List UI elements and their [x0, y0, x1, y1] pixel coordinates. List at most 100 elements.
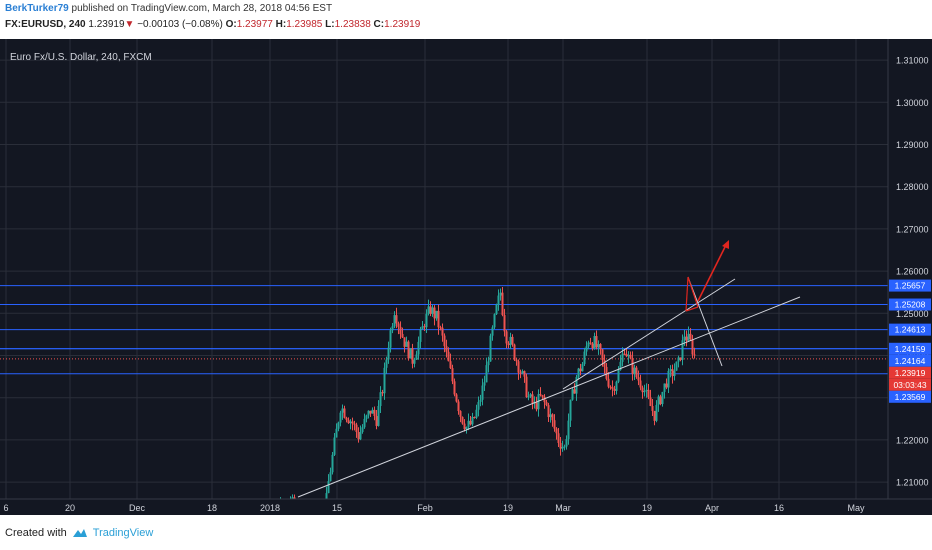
candle-body [679, 357, 682, 360]
price-chart[interactable]: 1.31000 1.30000 1.29000 1.28000 1.27000 1.260… [0, 39, 932, 515]
candle-body [669, 369, 672, 371]
y-tick-label: 1.27000 [896, 224, 929, 234]
candle-body [371, 409, 374, 414]
candle-body [527, 396, 530, 398]
candle-body [421, 326, 424, 330]
candle-body [401, 334, 404, 338]
candle-body [433, 307, 436, 319]
candle-body [675, 361, 678, 371]
candle-body [673, 370, 676, 377]
symbol-label: FX:EURUSD, 240 [5, 19, 86, 30]
candle-body [513, 344, 516, 360]
time-axis[interactable] [0, 499, 932, 515]
price-label-text: 1.23569 [895, 392, 926, 402]
candle-body [373, 409, 376, 417]
candle-body [529, 394, 532, 397]
candle-body [687, 333, 690, 341]
candle-body [659, 396, 662, 405]
candle-body [449, 361, 452, 369]
candle-body [435, 310, 438, 319]
candle-body [337, 422, 340, 429]
candle-body [597, 344, 600, 348]
candle-body [689, 333, 692, 340]
y-tick-label: 1.26000 [896, 267, 929, 277]
candle-body [347, 419, 350, 424]
candle-body [643, 390, 646, 393]
candle-body [551, 414, 554, 421]
candle-body [417, 341, 420, 355]
candle-body [559, 442, 562, 449]
candle-body [473, 416, 476, 418]
candle-body [447, 351, 450, 362]
candle-body [691, 339, 694, 355]
symbol-line: FX:EURUSD, 240 1.23919▼ −0.00103 (−0.08%… [5, 19, 420, 30]
candle-body [503, 315, 506, 332]
price-label-box [889, 323, 931, 336]
created-with-text: Created with [5, 527, 67, 539]
candle-body [411, 348, 414, 364]
x-axis-ticks: 6 20 Dec 18 2018 15 Feb 19 Mar 19 Apr 16 May [3, 503, 865, 513]
high-label: H: [275, 19, 287, 30]
red-triangle-side [685, 306, 699, 312]
low-label: L: [325, 19, 335, 30]
candle-body [617, 370, 620, 382]
price-label-box [889, 390, 931, 403]
candle-body [615, 381, 618, 391]
x-tick-label: Mar [555, 503, 571, 513]
candle-body [605, 366, 608, 379]
candle-body [387, 347, 390, 360]
candle-body [681, 340, 684, 360]
y-tick-label: 1.31000 [896, 56, 929, 66]
price-axis[interactable] [888, 39, 932, 499]
candle-body [343, 408, 346, 418]
candle-body [455, 394, 458, 402]
candle-body [645, 389, 648, 391]
candle-body [565, 439, 568, 447]
open-value: 1.23977 [236, 19, 273, 30]
price-label-box [889, 378, 931, 391]
candle-body [585, 346, 588, 352]
candle-body [573, 389, 576, 394]
candle-body [423, 326, 426, 328]
close-value: 1.23919 [384, 19, 421, 30]
candle-body [523, 371, 526, 377]
candle-body [427, 306, 430, 314]
candle-body [501, 292, 504, 316]
candle-body [459, 411, 462, 417]
candle-body [547, 405, 550, 418]
x-tick-label: May [847, 503, 865, 513]
candle-body [453, 381, 456, 395]
chart-title: Euro Fx/U.S. Dollar, 240, FXCM [10, 52, 152, 63]
candle-body [369, 410, 372, 414]
candle-body [395, 315, 398, 324]
candle-body [441, 327, 444, 336]
x-tick-label: 16 [774, 503, 784, 513]
y-tick-label: 1.29000 [896, 140, 929, 150]
candle-body [549, 414, 552, 418]
candle-body [579, 368, 582, 372]
candle-body [329, 472, 332, 482]
candle-body [693, 354, 696, 356]
price-labels: 1.25657 1.25208 1.24613 1.24159 1.24164 1.239… [889, 279, 931, 403]
candle-body [591, 343, 594, 349]
candle-body [333, 437, 336, 455]
price-label-box [889, 354, 931, 367]
candle-body [463, 423, 466, 430]
drawings [297, 240, 801, 498]
candle-body [481, 385, 484, 400]
candle-body [393, 315, 396, 327]
candle-body [685, 336, 688, 341]
candle-body [621, 353, 624, 362]
candle-body [485, 365, 488, 383]
candle-body [625, 354, 628, 357]
high-value: 1.23985 [286, 19, 323, 30]
candle-body [515, 359, 518, 362]
candle-body [457, 401, 460, 412]
candle-body [589, 342, 592, 344]
candle-body [495, 304, 498, 315]
candle-body [593, 336, 596, 349]
candle-body [405, 341, 408, 347]
author-link[interactable]: BerkTurker79 [5, 3, 69, 14]
x-tick-label: Apr [705, 503, 719, 513]
tradingview-brand[interactable]: TradingView [92, 527, 154, 539]
